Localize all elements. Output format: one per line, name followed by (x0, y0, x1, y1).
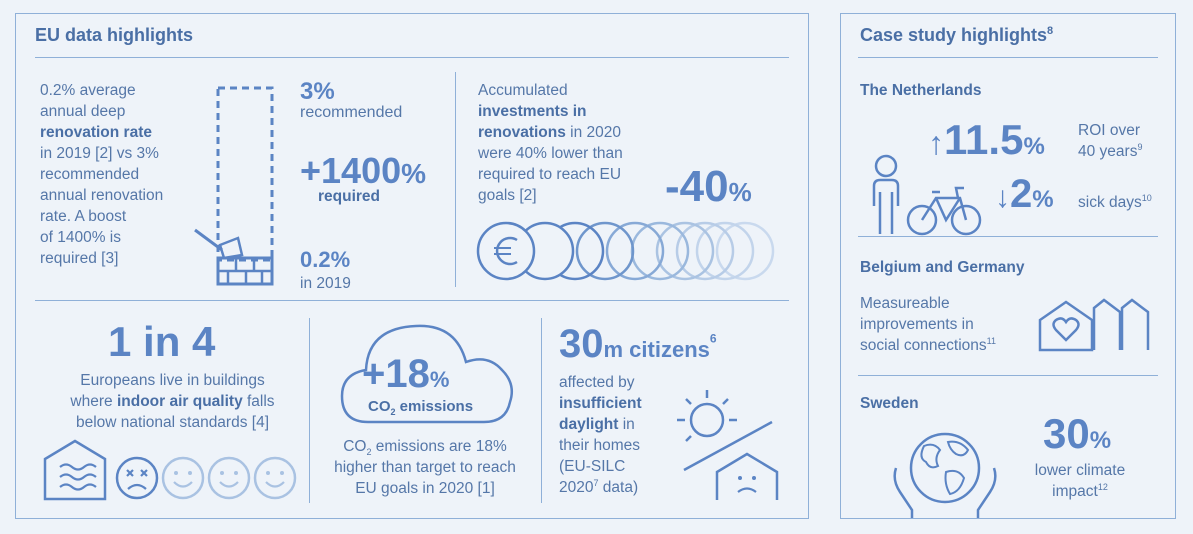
sun-house-icon (677, 390, 779, 500)
air-headline: 1 in 4 (108, 318, 216, 365)
recommended-label: recommended (300, 104, 403, 121)
euro-coins-icon (476, 221, 775, 281)
boost-label: required (318, 188, 381, 205)
co2-description: CO2 emissions are 18% higher than target… (334, 438, 516, 497)
investment-description: Accumulated investments in renovations i… (478, 82, 623, 204)
happy-face-icon (253, 456, 297, 500)
eu-panel (15, 13, 809, 519)
eu-bottom-divider-1 (309, 318, 310, 503)
cases-panel-title: Case study highlights8 (860, 25, 1054, 45)
sick-face-icon (115, 456, 159, 500)
eu-title-divider (35, 57, 789, 58)
eu-bottom-divider-2 (541, 318, 542, 503)
climate-label: lower climate impact12 (1034, 462, 1126, 500)
cases-panel (840, 13, 1176, 519)
recommended-value: 3% (300, 78, 335, 105)
belgium-heading: Belgium and Germany (860, 259, 1025, 276)
sick-days-value: ↓2% (995, 172, 1054, 216)
daylight-value: 30m citizens6 (559, 322, 717, 366)
investment-value: -40% (665, 162, 752, 211)
current-rate-value: 0.2% (300, 247, 351, 272)
current-rate-label: in 2019 (300, 275, 351, 292)
co2-value: +18% (362, 352, 450, 396)
cases-divider-2 (858, 375, 1158, 376)
house-air-icon (43, 439, 107, 501)
roi-value: ↑11.5% (928, 116, 1045, 163)
boost-value: +1400% (300, 150, 427, 191)
netherlands-heading: The Netherlands (860, 82, 982, 99)
happy-face-icon (161, 456, 205, 500)
happy-face-icon (207, 456, 251, 500)
cases-divider-1 (858, 236, 1158, 237)
eu-top-vertical-divider (455, 72, 456, 287)
sweden-heading: Sweden (860, 395, 919, 412)
renovation-description: 0.2% average annual deep renovation rate… (40, 82, 164, 267)
eu-panel-title: EU data highlights (35, 25, 194, 45)
cases-title-divider (858, 57, 1158, 58)
climate-value: 30% (1043, 410, 1112, 457)
globe-hands-icon (893, 432, 997, 518)
belgium-description: Measureable improvements in social conne… (860, 295, 997, 354)
bricklaying-icon (194, 86, 274, 286)
daylight-description: affected by insufficient daylight in the… (559, 374, 642, 496)
sick-days-label: sick days10 (1078, 192, 1152, 211)
eu-middle-divider (35, 300, 789, 301)
roi-label: ROI over 40 years9 (1078, 122, 1143, 160)
air-description: Europeans live in buildings where indoor… (70, 372, 275, 431)
person-bike-icon (872, 154, 982, 236)
houses-heart-icon (1038, 298, 1150, 352)
cloud-icon (340, 324, 513, 424)
co2-label: CO2 emissions (368, 398, 474, 417)
